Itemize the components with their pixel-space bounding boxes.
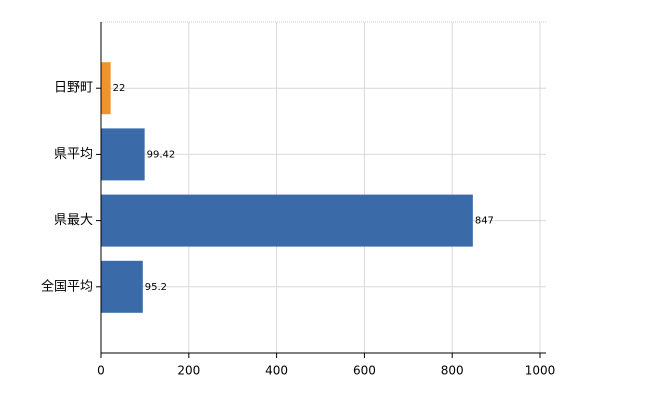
x-tick-label: 1000 [525, 364, 556, 378]
x-tick-label: 0 [97, 364, 105, 378]
y-tick-label: 県平均 [54, 147, 93, 162]
x-tick-label: 400 [265, 364, 288, 378]
bar [101, 62, 111, 115]
x-tick-label: 200 [177, 364, 200, 378]
x-tick-label: 800 [441, 364, 464, 378]
x-tick-label: 600 [353, 364, 376, 378]
value-label: 22 [113, 83, 126, 94]
value-label: 99.42 [147, 149, 176, 160]
y-tick-label: 県最大 [54, 213, 93, 228]
y-tick-label: 日野町 [54, 81, 93, 96]
value-label: 95.2 [145, 282, 167, 293]
y-tick-label: 全国平均 [41, 278, 93, 294]
bar [101, 194, 473, 247]
value-label: 847 [475, 216, 494, 227]
bar [101, 128, 145, 181]
bar [101, 260, 143, 313]
